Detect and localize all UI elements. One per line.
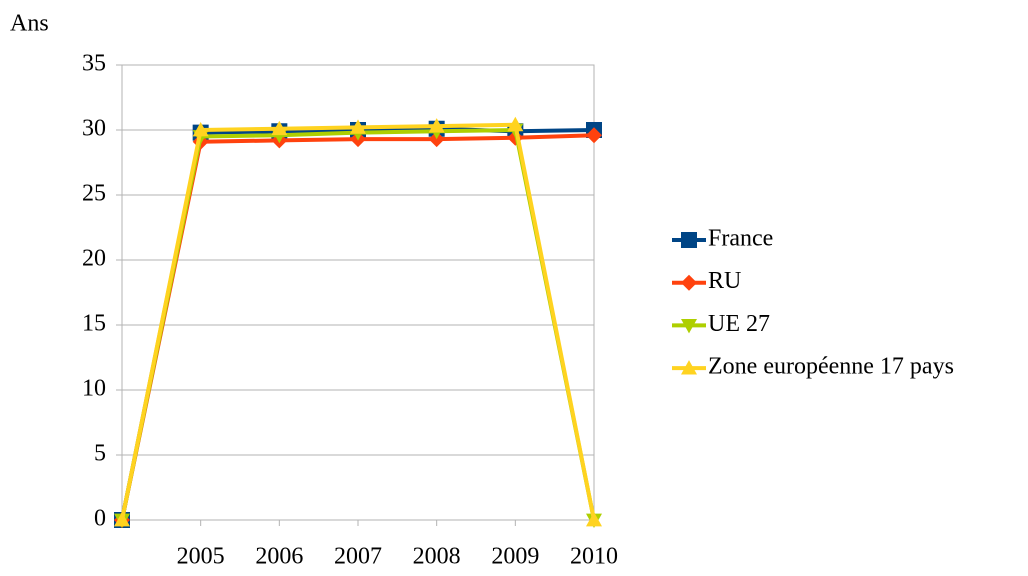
x-tick-label: 2007: [334, 544, 382, 570]
point: [271, 120, 288, 136]
y-axis-label: Ans: [10, 11, 49, 37]
y-tick-label: 15: [82, 311, 106, 337]
y-tick-label: 25: [82, 181, 106, 207]
point: [428, 118, 445, 133]
y-tick-label: 0: [94, 506, 106, 532]
y-tick-label: 35: [82, 51, 106, 77]
series-line: [120, 133, 595, 521]
legend-marker: [681, 319, 697, 334]
legend-label: France: [708, 226, 773, 252]
legend-marker: [681, 360, 697, 375]
legend-label: RU: [708, 268, 741, 294]
point: [192, 122, 209, 137]
point: [586, 127, 602, 144]
y-tick-label: 30: [82, 116, 106, 142]
x-tick-label: 2010: [570, 544, 618, 570]
point: [350, 119, 366, 134]
x-tick-label: 2006: [255, 544, 303, 570]
legend-label: Zone européenne 17 pays: [708, 354, 954, 380]
y-tick-label: 5: [94, 441, 106, 467]
legend-label: UE 27: [708, 311, 770, 337]
legend-marker: [681, 232, 697, 248]
point: [507, 116, 524, 132]
y-tick-label: 20: [82, 246, 106, 272]
point: [586, 512, 602, 527]
x-tick-label: 2005: [177, 544, 225, 570]
point: [114, 512, 130, 527]
x-tick-label: 2008: [413, 544, 461, 570]
legend-marker: [681, 274, 697, 291]
y-tick-label: 10: [82, 376, 106, 402]
x-tick-label: 2009: [491, 544, 539, 570]
